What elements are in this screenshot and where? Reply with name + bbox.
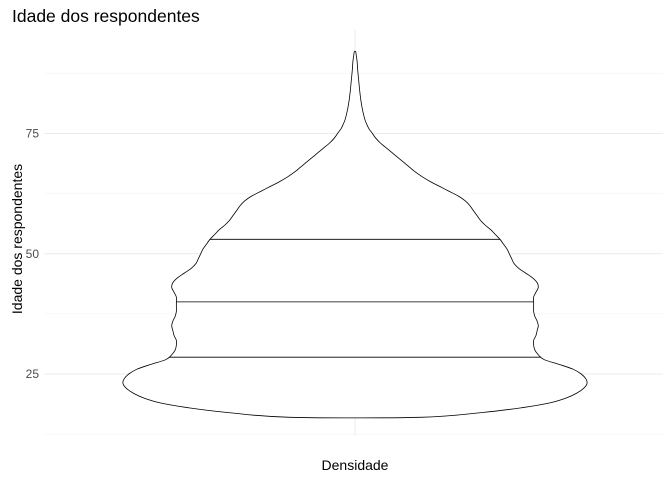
y-tick-label: 25 (26, 367, 40, 381)
y-axis-title: Idade dos respondentes (9, 164, 25, 314)
y-tick-labels: 25 50 75 (26, 127, 40, 382)
y-tick-label: 75 (26, 127, 40, 141)
y-tick-label: 50 (26, 247, 40, 261)
violin-shape (122, 50, 588, 419)
chart-title: Idade dos respondentes (12, 6, 200, 26)
violin-group (122, 50, 588, 419)
x-axis-title: Densidade (322, 457, 389, 473)
